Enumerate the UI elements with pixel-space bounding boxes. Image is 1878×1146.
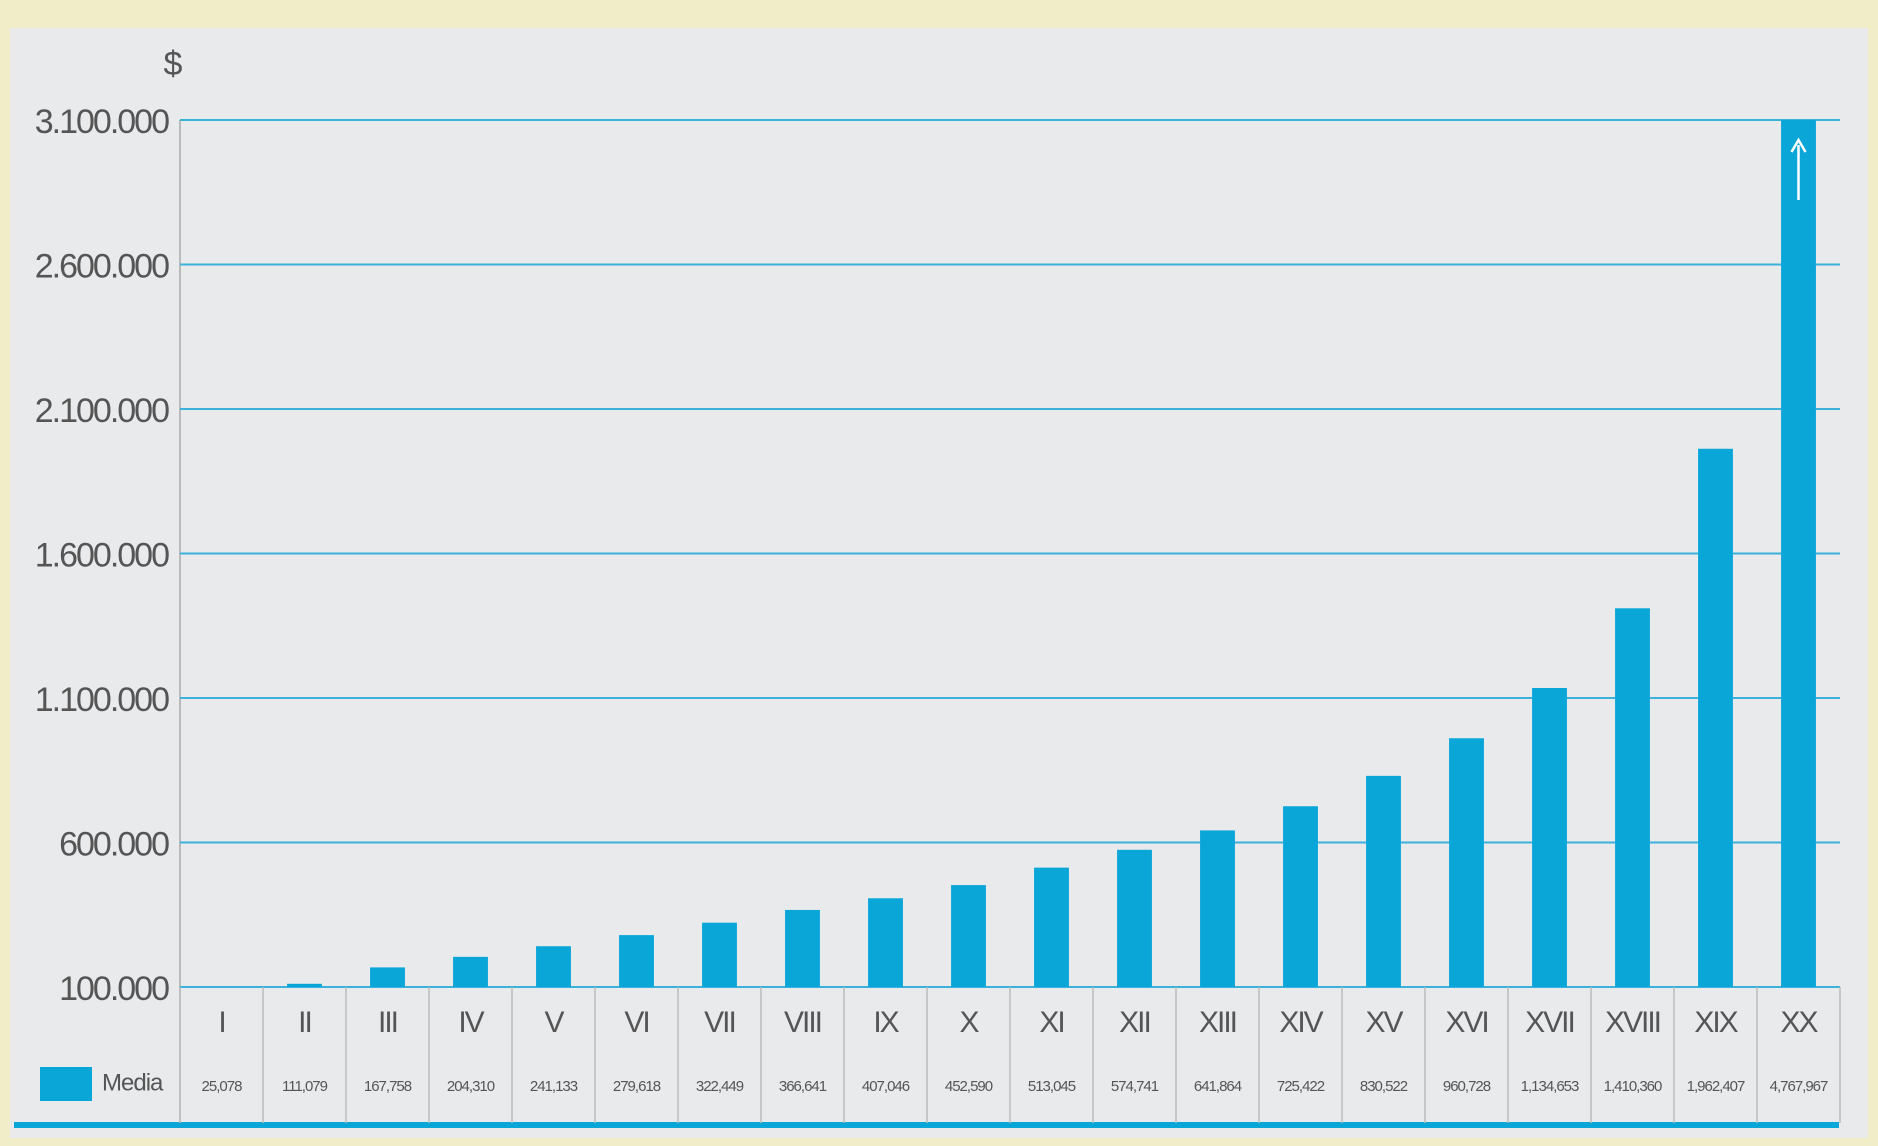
x-tick-label: XII bbox=[1119, 1006, 1150, 1039]
bar bbox=[1615, 608, 1650, 987]
bar bbox=[1366, 775, 1401, 987]
x-tick-label: VII bbox=[704, 1006, 735, 1039]
bar bbox=[868, 898, 903, 987]
y-tick-label: 100.000 bbox=[59, 970, 169, 1008]
bar bbox=[1034, 867, 1069, 987]
bottom-rule bbox=[14, 1122, 1839, 1128]
value-label: 241,133 bbox=[530, 1078, 578, 1095]
x-tick-label: II bbox=[298, 1006, 311, 1039]
x-tick-label: IX bbox=[873, 1006, 899, 1039]
x-tick-label: XVII bbox=[1525, 1006, 1574, 1039]
value-label: 279,618 bbox=[613, 1078, 661, 1095]
bar bbox=[287, 983, 322, 987]
y-tick-label: 1.600.000 bbox=[35, 536, 169, 574]
x-tick-label: XVI bbox=[1445, 1006, 1487, 1039]
value-label: 1,962,407 bbox=[1687, 1078, 1745, 1095]
x-tick-label: X bbox=[959, 1006, 979, 1039]
value-label: 366,641 bbox=[779, 1078, 827, 1095]
bar bbox=[1200, 830, 1235, 987]
value-label: 452,590 bbox=[945, 1078, 993, 1095]
bar bbox=[536, 946, 571, 987]
bar bbox=[951, 885, 986, 987]
value-label: 641,864 bbox=[1194, 1078, 1242, 1095]
legend-label: Media bbox=[102, 1069, 164, 1096]
value-label: 204,310 bbox=[447, 1078, 495, 1095]
value-label: 574,741 bbox=[1111, 1078, 1159, 1095]
bar bbox=[1283, 806, 1318, 987]
value-label: 1,410,360 bbox=[1604, 1078, 1662, 1095]
bar bbox=[1698, 448, 1733, 987]
y-tick-label: 1.100.000 bbox=[35, 681, 169, 719]
x-tick-label: VIII bbox=[784, 1006, 821, 1039]
bar bbox=[1781, 120, 1816, 987]
background bbox=[10, 28, 1868, 1138]
y-tick-label: 2.100.000 bbox=[35, 392, 169, 430]
bar bbox=[702, 922, 737, 987]
bar bbox=[785, 909, 820, 987]
value-label: 830,522 bbox=[1360, 1078, 1408, 1095]
bar bbox=[1449, 738, 1484, 987]
x-tick-label: XI bbox=[1039, 1006, 1063, 1039]
x-tick-label: XIV bbox=[1279, 1006, 1323, 1039]
x-tick-label: XVIII bbox=[1605, 1006, 1660, 1039]
value-label: 513,045 bbox=[1028, 1078, 1076, 1095]
bar bbox=[1532, 687, 1567, 987]
value-label: 25,078 bbox=[202, 1078, 243, 1095]
y-axis-label: $ bbox=[164, 45, 183, 83]
overflow-arrow-head bbox=[1790, 137, 1807, 153]
value-label: 725,422 bbox=[1277, 1078, 1325, 1095]
bar bbox=[453, 956, 488, 987]
bar bbox=[619, 935, 654, 987]
x-tick-label: XIII bbox=[1199, 1006, 1236, 1039]
y-tick-label: 3.100.000 bbox=[35, 103, 169, 141]
x-tick-label: XV bbox=[1365, 1006, 1403, 1039]
value-label: 322,449 bbox=[696, 1078, 744, 1095]
x-tick-label: VI bbox=[624, 1006, 648, 1039]
legend-swatch bbox=[40, 1067, 92, 1101]
x-tick-label: III bbox=[378, 1006, 397, 1039]
x-tick-label: V bbox=[544, 1006, 564, 1039]
value-label: 167,758 bbox=[364, 1078, 412, 1095]
y-tick-label: 2.600.000 bbox=[35, 247, 169, 285]
bar bbox=[370, 967, 405, 987]
value-label: 111,079 bbox=[282, 1078, 328, 1095]
value-label: 1,134,653 bbox=[1521, 1078, 1579, 1095]
value-label: 960,728 bbox=[1443, 1078, 1491, 1095]
bar bbox=[1117, 849, 1152, 987]
value-label: 4,767,967 bbox=[1770, 1078, 1828, 1095]
value-label: 407,046 bbox=[862, 1078, 910, 1095]
x-tick-label: IV bbox=[458, 1006, 484, 1039]
y-tick-label: 600.000 bbox=[59, 825, 169, 863]
x-tick-label: XX bbox=[1780, 1006, 1818, 1039]
x-tick-label: I bbox=[218, 1006, 224, 1039]
x-tick-label: XIX bbox=[1694, 1006, 1738, 1039]
plot-area bbox=[287, 120, 1816, 987]
